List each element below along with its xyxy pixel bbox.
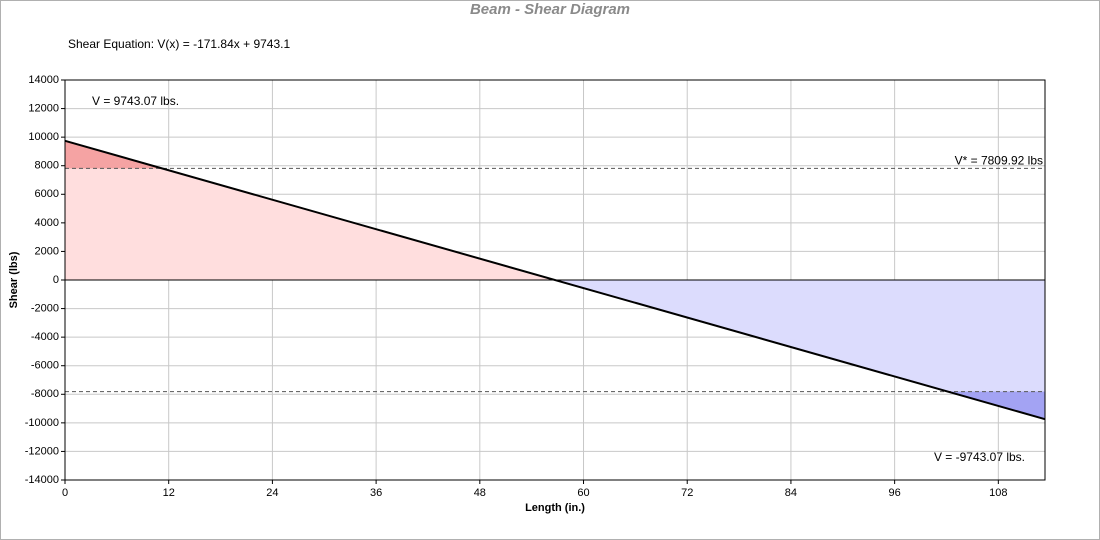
- y-tick-label: 10000: [28, 131, 59, 143]
- x-axis-label: Length (in.): [525, 502, 585, 514]
- y-axis-label: Shear (lbs): [8, 251, 20, 308]
- plot-border: [64, 79, 1046, 481]
- y-tick-label: -6000: [31, 360, 59, 372]
- y-tick-label: -2000: [31, 302, 59, 314]
- y-tick-label: -8000: [31, 388, 59, 400]
- chart-title: Beam - Shear Diagram: [470, 1, 630, 18]
- x-tick-label: 0: [62, 487, 68, 499]
- shear-line: [64, 139, 1046, 421]
- x-tick-label: 96: [889, 487, 901, 499]
- y-tick-label: -4000: [31, 331, 59, 343]
- y-tick-label: 8000: [35, 160, 59, 172]
- y-tick-label: 12000: [28, 102, 59, 114]
- x-tick-label: 60: [577, 487, 589, 499]
- y-tick-label: 6000: [35, 188, 59, 200]
- x-tick-label: 108: [989, 487, 1007, 499]
- x-tick-label: 36: [370, 487, 382, 499]
- y-tick-label: 2000: [35, 245, 59, 257]
- y-tick-label: -14000: [25, 474, 59, 486]
- y-tick-label: -10000: [25, 417, 59, 429]
- x-tick-label: 12: [163, 487, 175, 499]
- y-tick-label: -12000: [25, 445, 59, 457]
- y-tick-label: 0: [53, 274, 59, 286]
- data-label: V = -9743.07 lbs.: [934, 450, 1025, 464]
- reference-label: V* = 7809.92 lbs: [955, 154, 1043, 168]
- y-tick-label: 4000: [35, 217, 59, 229]
- x-tick-label: 72: [681, 487, 693, 499]
- x-tick-label: 24: [266, 487, 278, 499]
- x-tick-label: 84: [785, 487, 797, 499]
- data-label: V = 9743.07 lbs.: [92, 94, 179, 108]
- equation: Shear Equation: V(x) = -171.84x + 9743.1: [68, 37, 290, 51]
- y-tick-label: 14000: [28, 74, 59, 86]
- x-tick-label: 48: [474, 487, 486, 499]
